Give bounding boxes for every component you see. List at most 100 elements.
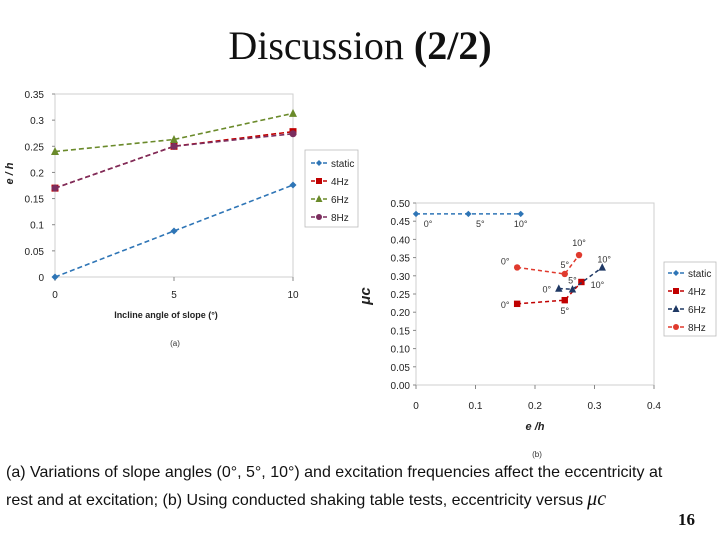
slide-title: Discussion (2/2) [0,22,720,69]
chart-b-series-4Hz-line [517,281,582,305]
chart-a-series-8Hz-line [54,132,294,189]
chart-b-y-tick-label: 0.00 [391,381,411,392]
chart-a-y-axis-title: e / h [4,162,16,184]
chart-b-plot-area [415,202,655,386]
chart-b-legend-static-marker [673,270,679,276]
chart-b-y-tick-label: 0.35 [391,254,411,265]
chart-b-series-6Hz-point [598,263,606,271]
chart-b-y-tick-label: 0.25 [391,290,411,301]
chart-b-x-tick-label: 0.4 [647,401,661,412]
chart-b-x-tick-label: 0.2 [528,401,542,412]
chart-b-caption: (b) [532,450,542,459]
chart-b-x-tick-label: 0.1 [469,401,483,412]
caption-mu-symbol: μc [587,488,607,510]
chart-b-series-static-label: 0° [424,219,433,229]
chart-b-legend-8Hz-marker [673,324,679,330]
chart-b-series-8Hz-label: 10° [572,238,586,248]
chart-b-series-static-point [465,210,472,218]
chart-b-series-4Hz-point [578,278,585,286]
chart-b-series-6Hz-point [568,285,577,293]
chart-b-series-6Hz-line [558,266,603,291]
chart-b-series-6Hz-label: 10° [597,254,611,264]
chart-b-series-6Hz-label: 0° [542,285,551,295]
chart-a-y-tick-label: 0.2 [30,168,44,179]
chart-b-series-8Hz-point [561,270,568,278]
chart-a-series-6Hz-line [54,112,294,153]
chart-b-y-tick-label: 0.20 [391,308,411,319]
chart-b-series-4Hz-label: 0° [501,300,510,310]
chart-a-y-tick-label: 0.05 [25,247,45,258]
chart-b-y-tick-label: 0.45 [391,217,411,228]
chart-a-series-8Hz-point [289,130,297,138]
chart-a-x-tick-label: 5 [171,290,177,301]
chart-b-legend-8Hz-label: 8Hz [688,323,706,334]
chart-a-y-tick-label: 0.1 [30,221,44,232]
caption-line-2: rest and at excitation; (b) Using conduc… [6,492,584,509]
chart-b-y-axis-title: μc [357,287,374,306]
chart-b-series-8Hz-line [517,254,580,275]
chart-a-series-static-point [51,273,59,281]
page-number: 16 [678,510,695,529]
chart-a-y-tick-label: 0.3 [30,116,44,127]
chart-b-y-tick-label: 0.40 [391,235,411,246]
chart-b-series-6Hz-point [555,284,563,292]
chart-b-series-static-point [412,210,420,218]
chart-b-legend-6Hz-label: 6Hz [688,305,706,316]
chart-a-legend-4Hz-label: 4Hz [331,177,349,188]
chart-b-y-tick-label: 0.05 [391,363,411,374]
chart-a-caption: (a) [170,339,180,348]
chart-a-y-tick-label: 0.35 [25,90,45,101]
chart-a-series-static-point [289,181,297,189]
chart-a-legend-static-label: static [331,159,354,170]
chart-b-series-6Hz-label: 5° [568,275,577,285]
chart-a-legend-6Hz-marker [315,195,323,202]
chart-a-series-8Hz-point [51,184,59,192]
chart-a-series-6Hz-point [289,108,297,117]
caption-line-2-wrap: rest and at excitation; (b) Using conduc… [6,486,718,514]
chart-b-x-tick-label: 0 [413,401,419,412]
chart-b-legend-4Hz-marker [673,288,679,294]
chart-b-legend [663,261,717,337]
chart-a-series-static-point [170,227,178,235]
chart-b-series-static-label: 10° [514,219,528,229]
chart-a-series-static-line [54,184,294,278]
chart-b-series-4Hz-label: 5° [560,306,569,316]
chart-a-y-tick-label: 0.15 [25,195,45,206]
chart-a-y-tick-label: 0.25 [25,142,45,153]
slide-title-part: (2/2) [413,23,492,68]
figure-caption: (a) Variations of slope angles (0°, 5°, … [6,460,718,514]
chart-b-series-8Hz-label: 0° [501,256,510,266]
chart-b-series-static-label: 5° [476,219,485,229]
chart-a-series-6Hz-point [51,147,59,156]
chart-a-y-tick-label: 0 [38,273,44,284]
chart-b-y-tick-label: 0.50 [391,199,411,210]
chart-b-series-8Hz-label: 5° [560,260,569,270]
chart-b-legend-static-label: static [688,269,711,280]
chart-b-x-tick-label: 0.3 [588,401,602,412]
chart-b-y-tick-label: 0.30 [391,272,411,283]
chart-b-series-8Hz-point [575,251,583,259]
caption-line-1: (a) Variations of slope angles (0°, 5°, … [6,464,663,481]
chart-b-series-static-point [517,210,524,218]
chart-b-series-4Hz-point [513,300,521,308]
chart-a-x-tick-label: 0 [52,290,58,301]
chart-a-legend-static-marker [316,160,322,166]
slide-title-main: Discussion [228,23,414,68]
chart-a-legend-8Hz-marker [316,214,322,220]
chart-a-x-axis-title: Incline angle of slope (°) [114,310,218,320]
chart-b-legend-4Hz-label: 4Hz [688,287,706,298]
chart-a-x-tick-label: 10 [287,290,299,301]
chart-b-series-4Hz-point [561,296,568,304]
chart-b-y-tick-label: 0.10 [391,345,411,356]
chart-b-y-tick-label: 0.15 [391,326,411,337]
chart-b-x-axis-title: e /h [526,421,545,433]
chart-a-legend-8Hz-label: 8Hz [331,213,349,224]
chart-a-legend-6Hz-label: 6Hz [331,195,349,206]
chart-b-series-4Hz-label: 10° [591,280,605,290]
chart-b-legend-6Hz-marker [672,305,680,312]
chart-b-series-8Hz-point [513,264,521,271]
chart-a-series-6Hz-point [170,134,178,143]
chart-a-legend-4Hz-marker [316,178,322,184]
chart-a-series-8Hz-point [170,142,178,150]
